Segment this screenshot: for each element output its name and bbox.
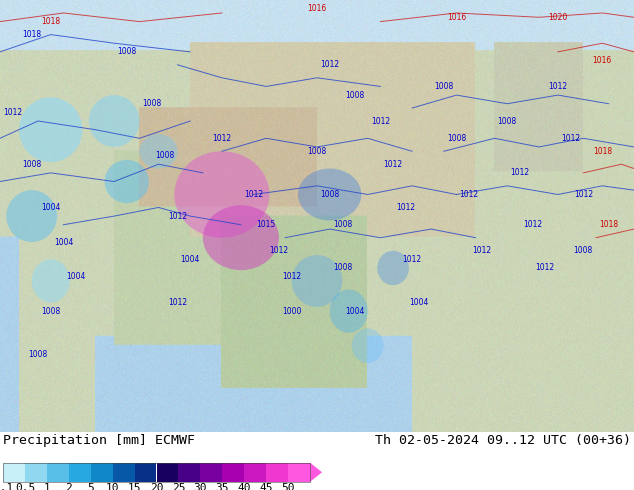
Ellipse shape — [19, 97, 82, 162]
Bar — [157, 463, 178, 482]
Bar — [266, 463, 288, 482]
Ellipse shape — [377, 251, 409, 285]
Text: 1012: 1012 — [244, 190, 263, 199]
Text: 1012: 1012 — [460, 190, 479, 199]
Text: 1012: 1012 — [523, 220, 542, 229]
Text: 1012: 1012 — [320, 60, 339, 69]
Ellipse shape — [298, 169, 361, 220]
Text: 0.5: 0.5 — [15, 484, 35, 490]
Ellipse shape — [292, 255, 342, 307]
Text: 1012: 1012 — [403, 255, 422, 264]
Bar — [244, 463, 266, 482]
Bar — [68, 463, 91, 482]
Text: 1004: 1004 — [409, 298, 428, 307]
Text: Th 02-05-2024 09..12 UTC (00+36): Th 02-05-2024 09..12 UTC (00+36) — [375, 434, 631, 447]
Bar — [178, 463, 200, 482]
Text: 50: 50 — [281, 484, 295, 490]
Text: 1008: 1008 — [447, 134, 466, 143]
Bar — [288, 463, 310, 482]
Text: 1012: 1012 — [561, 134, 580, 143]
Text: 1004: 1004 — [346, 307, 365, 316]
Text: 1008: 1008 — [307, 147, 327, 156]
Text: 1018: 1018 — [599, 220, 618, 229]
Text: 1012: 1012 — [371, 117, 390, 125]
Bar — [91, 463, 113, 482]
Text: Precipitation [mm] ECMWF: Precipitation [mm] ECMWF — [3, 434, 195, 447]
Text: 1008: 1008 — [143, 99, 162, 108]
Ellipse shape — [203, 205, 279, 270]
Text: 1016: 1016 — [447, 13, 466, 22]
Text: 1008: 1008 — [22, 160, 41, 169]
Text: 1012: 1012 — [282, 272, 301, 281]
Text: 1008: 1008 — [155, 151, 174, 160]
Ellipse shape — [6, 190, 57, 242]
Bar — [3, 463, 25, 482]
Text: 1004: 1004 — [67, 272, 86, 281]
Text: 1008: 1008 — [333, 264, 352, 272]
Text: 15: 15 — [128, 484, 141, 490]
Bar — [223, 463, 244, 482]
Text: 25: 25 — [172, 484, 185, 490]
Text: 30: 30 — [193, 484, 207, 490]
Text: 1: 1 — [44, 484, 50, 490]
Text: 1015: 1015 — [257, 220, 276, 229]
Ellipse shape — [139, 134, 178, 169]
Text: 1004: 1004 — [41, 203, 60, 212]
Text: 1008: 1008 — [117, 48, 136, 56]
Bar — [3, 463, 310, 482]
Text: 1008: 1008 — [41, 307, 60, 316]
Bar — [113, 463, 134, 482]
Text: 5: 5 — [87, 484, 94, 490]
Text: 1012: 1012 — [574, 190, 593, 199]
Text: 35: 35 — [216, 484, 229, 490]
Text: 1012: 1012 — [548, 82, 567, 91]
Bar — [47, 463, 68, 482]
Polygon shape — [310, 463, 322, 482]
Text: 1008: 1008 — [320, 190, 339, 199]
Text: 1012: 1012 — [168, 298, 187, 307]
Text: 45: 45 — [259, 484, 273, 490]
Ellipse shape — [330, 290, 368, 333]
Text: 1020: 1020 — [548, 13, 567, 22]
Text: 1008: 1008 — [434, 82, 453, 91]
Text: 10: 10 — [106, 484, 119, 490]
Ellipse shape — [174, 151, 269, 238]
Text: 1012: 1012 — [510, 169, 529, 177]
Text: 1018: 1018 — [593, 147, 612, 156]
Text: 1012: 1012 — [3, 108, 22, 117]
Ellipse shape — [352, 328, 384, 363]
Text: 2: 2 — [65, 484, 72, 490]
Text: 1012: 1012 — [396, 203, 415, 212]
Ellipse shape — [32, 259, 70, 302]
Bar — [134, 463, 157, 482]
Text: 1016: 1016 — [593, 56, 612, 65]
Text: 1012: 1012 — [536, 264, 555, 272]
Text: 1008: 1008 — [29, 350, 48, 359]
Text: 1000: 1000 — [282, 307, 301, 316]
Ellipse shape — [105, 160, 149, 203]
Bar — [25, 463, 47, 482]
Text: 0.1: 0.1 — [0, 484, 13, 490]
Text: 1008: 1008 — [346, 91, 365, 99]
Text: 1008: 1008 — [574, 246, 593, 255]
Text: 1012: 1012 — [269, 246, 288, 255]
Text: 1012: 1012 — [212, 134, 231, 143]
Text: 1004: 1004 — [54, 238, 73, 246]
Bar — [200, 463, 223, 482]
Text: 20: 20 — [150, 484, 163, 490]
Text: 1008: 1008 — [333, 220, 352, 229]
Text: 1018: 1018 — [22, 30, 41, 39]
Text: 1012: 1012 — [384, 160, 403, 169]
Text: 1012: 1012 — [168, 212, 187, 220]
Text: 1012: 1012 — [472, 246, 491, 255]
Text: 1018: 1018 — [41, 17, 60, 26]
Text: 40: 40 — [238, 484, 251, 490]
Text: 1008: 1008 — [498, 117, 517, 125]
Text: 1004: 1004 — [181, 255, 200, 264]
Ellipse shape — [89, 95, 139, 147]
Text: 1016: 1016 — [307, 4, 327, 13]
